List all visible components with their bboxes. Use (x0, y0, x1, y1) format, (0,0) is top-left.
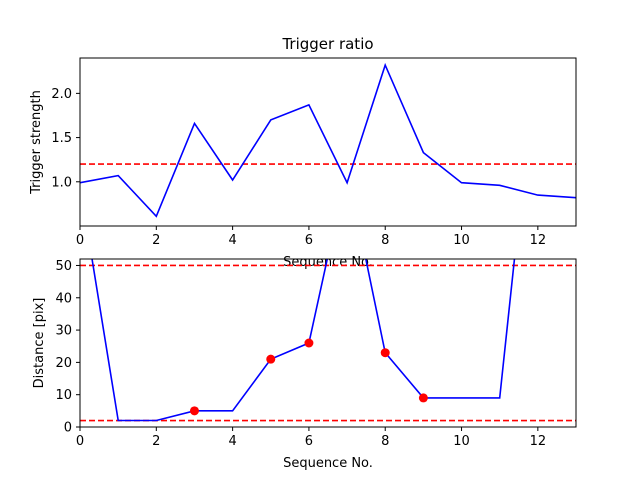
plot-area (80, 62, 576, 218)
x-tick-label: 6 (305, 233, 313, 248)
x-tick-label: 2 (152, 233, 160, 248)
y-tick-label: 10 (55, 388, 72, 403)
x-tick-label: 12 (530, 233, 547, 248)
chart-title: Trigger ratio (281, 35, 373, 53)
x-tick-label: 10 (453, 434, 470, 449)
x-axis-label: Sequence No. (283, 456, 373, 471)
y-tick-label: 50 (55, 259, 72, 274)
y-tick-label: 30 (55, 324, 72, 339)
y-tick-label: 2.0 (51, 87, 72, 102)
x-tick-label: 8 (381, 233, 389, 248)
y-tick-label: 0 (64, 421, 72, 436)
series-line (91, 259, 516, 422)
x-tick-label: 12 (530, 434, 547, 449)
data-point-marker (418, 393, 428, 403)
x-tick-label: 4 (228, 434, 236, 449)
x-tick-label: 0 (76, 233, 84, 248)
y-axis-label: Distance [pix] (32, 298, 47, 389)
data-point-marker (189, 406, 199, 416)
x-tick-label: 4 (228, 233, 236, 248)
y-tick-label: 40 (55, 291, 72, 306)
distance-chart: 0 2 4 6 8 10 12 0 10 20 30 40 50 Sequence No. Distan… (32, 258, 577, 471)
x-tick-label: 6 (305, 434, 313, 449)
y-axis-label: Trigger strength (29, 90, 44, 195)
series-line (80, 62, 576, 218)
x-tick-label: 2 (152, 434, 160, 449)
data-point-marker (266, 354, 276, 364)
ticks: 0 2 4 6 8 10 12 1.0 1.5 2.0 (51, 87, 546, 248)
y-tick-label: 1.0 (51, 175, 72, 190)
axes-frame (79, 57, 577, 227)
ticks: 0 2 4 6 8 10 12 0 10 20 30 40 50 (55, 259, 546, 449)
data-point-marker (380, 348, 390, 358)
y-tick-label: 1.5 (51, 131, 72, 146)
x-tick-label: 10 (453, 233, 470, 248)
y-tick-label: 20 (55, 356, 72, 371)
x-axis-label: Sequence No. (283, 255, 373, 270)
x-tick-label: 0 (76, 434, 84, 449)
x-tick-label: 8 (381, 434, 389, 449)
data-point-marker (304, 338, 314, 348)
trigger-ratio-chart: Trigger ratio 0 2 4 6 8 10 12 1.0 1.5 2.0 Sequenc… (29, 35, 577, 270)
axes-frame (79, 258, 577, 428)
plot-area (80, 259, 576, 422)
